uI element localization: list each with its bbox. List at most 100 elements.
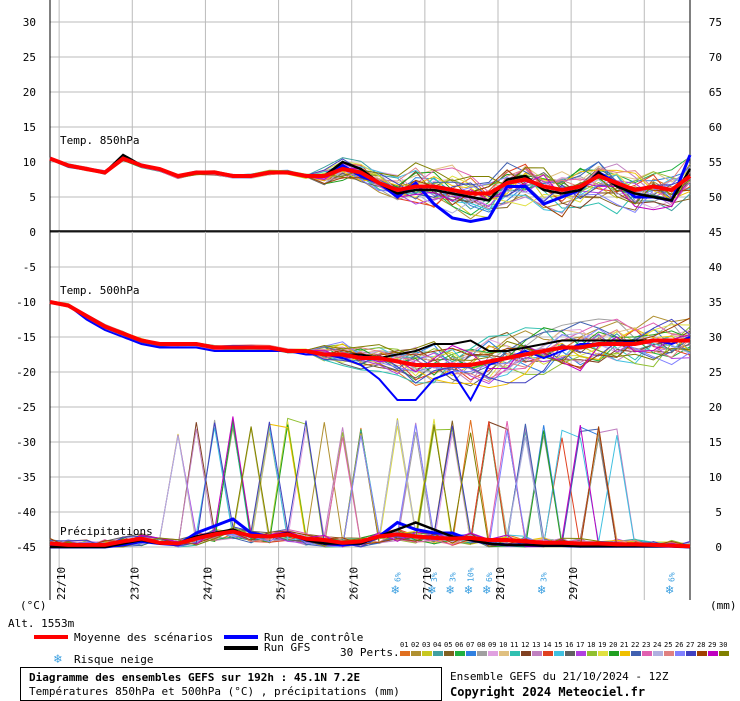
perturbation-number: 20: [609, 641, 617, 649]
left-tick-label: -45: [16, 541, 36, 554]
perturbation-number: 13: [532, 641, 540, 649]
perturbation-number: 17: [576, 641, 584, 649]
perturbation-number: 29: [708, 641, 716, 649]
perturbation-lines: [49, 154, 691, 548]
perturbation-number: 19: [598, 641, 606, 649]
perturbation-swatch: [466, 651, 476, 656]
left-tick-label: -40: [16, 506, 36, 519]
axis-ticks: 302520151050-5-10-15-20-25-30-35-40-4575…: [16, 16, 722, 554]
perturbation-number: 12: [521, 641, 529, 649]
left-tick-label: 5: [29, 191, 36, 204]
perturbation-swatch: [554, 651, 564, 656]
perturbation-number: 08: [477, 641, 485, 649]
perturbation-swatch: [631, 651, 641, 656]
right-tick-label: 65: [709, 86, 722, 99]
snowflake-icon: ❄: [665, 583, 674, 598]
perturbation-number: 28: [697, 641, 705, 649]
perturbation-legend: 01 02 03 04 05 06 07 08 09 10 11 12 13 14 15 16 17 18 19 20…: [400, 641, 729, 656]
footer-title: Diagramme des ensembles GEFS sur 192h : …: [29, 671, 361, 684]
left-unit: (°C): [20, 599, 47, 612]
left-tick-label: 15: [23, 121, 36, 134]
right-tick-label: 40: [709, 261, 722, 274]
snow-risk-pct: 3%: [540, 572, 549, 582]
perturbation-number: 22: [631, 641, 639, 649]
date-label: 28/10: [494, 567, 507, 600]
perturbation-swatch: [697, 651, 707, 656]
left-tick-label: -35: [16, 471, 36, 484]
left-tick-label: -5: [23, 261, 36, 274]
perturbation-swatch: [565, 651, 575, 656]
perturbation-swatch: [642, 651, 652, 656]
perturbation-swatch: [598, 651, 608, 656]
perturbation-swatch: [587, 651, 597, 656]
legend-snow-label: Risque neige: [74, 653, 153, 666]
perturbation-swatch: [609, 651, 619, 656]
right-tick-label: 15: [709, 436, 722, 449]
perturbation-number: 21: [620, 641, 628, 649]
snow-risk-pct: 10%: [467, 567, 476, 582]
date-label: 22/10: [55, 567, 68, 600]
perturbation-number: 09: [488, 641, 496, 649]
right-tick-label: 35: [709, 296, 722, 309]
perturbation-number: 25: [664, 641, 672, 649]
perturbation-swatch: [532, 651, 542, 656]
right-tick-label: 25: [709, 366, 722, 379]
perturbation-swatch: [477, 651, 487, 656]
date-label: 27/10: [421, 567, 434, 600]
perturbation-number: 04: [433, 641, 441, 649]
right-tick-label: 75: [709, 16, 722, 29]
snow-risk-pct: 6%: [668, 572, 677, 582]
right-tick-label: 45: [709, 226, 722, 239]
snow-risk-markers: 6%❄3%❄3%❄10%❄6%❄3%❄6%❄: [390, 567, 676, 598]
right-tick-label: 50: [709, 191, 722, 204]
perturbation-swatch: [455, 651, 465, 656]
perturbation-number: 10: [499, 641, 507, 649]
perturbation-number: 24: [653, 641, 661, 649]
right-tick-label: 5: [715, 506, 722, 519]
left-tick-label: -20: [16, 366, 36, 379]
date-label: 25/10: [275, 567, 288, 600]
legend-gfs-label: Run GFS: [264, 641, 310, 654]
perturbation-swatch: [620, 651, 630, 656]
left-tick-label: -10: [16, 296, 36, 309]
perturbation-number: 27: [686, 641, 694, 649]
legend-perts-label: 30 Perts.: [340, 646, 400, 659]
label-t500: Temp. 500hPa: [60, 284, 139, 297]
perturbation-swatch: [488, 651, 498, 656]
date-label: 26/10: [348, 567, 361, 600]
snow-risk-pct: 6%: [485, 572, 494, 582]
perturbation-number: 16: [565, 641, 573, 649]
right-tick-label: 0: [715, 541, 722, 554]
perturbation-swatch: [664, 651, 674, 656]
snowflake-icon: ❄: [464, 583, 473, 598]
perturbation-number: 23: [642, 641, 650, 649]
perturbation-number: 07: [466, 641, 474, 649]
perturbation-swatch: [708, 651, 718, 656]
perturbation-number: 02: [411, 641, 419, 649]
perturbation-number: 11: [510, 641, 518, 649]
precip-mean-line: [49, 529, 691, 549]
right-unit: (mm): [710, 599, 737, 612]
perturbation-number: 15: [554, 641, 562, 649]
perturbation-number: 30: [719, 641, 727, 649]
perturbation-swatch: [433, 651, 443, 656]
perturbation-number: 06: [455, 641, 463, 649]
perturbation-number: 01: [400, 641, 408, 649]
perturbation-swatch: [719, 651, 729, 656]
perturbation-swatch: [576, 651, 586, 656]
perturbation-swatch: [499, 651, 509, 656]
right-tick-label: 20: [709, 401, 722, 414]
t500-mean-line: [49, 300, 690, 367]
date-axis: 22/10 23/10 24/10 25/10 26/10 27/10 28/10 29/10: [55, 567, 580, 600]
snow-risk-pct: 3%: [448, 572, 457, 582]
footer-box: Diagramme des ensembles GEFS sur 192h : …: [20, 667, 442, 701]
perturbation-swatch: [411, 651, 421, 656]
perturbation-number: 03: [422, 641, 430, 649]
perturbation-swatch: [422, 651, 432, 656]
label-t850: Temp. 850hPa: [60, 134, 139, 147]
left-tick-label: 25: [23, 51, 36, 64]
left-tick-label: -25: [16, 401, 36, 414]
left-tick-label: 30: [23, 16, 36, 29]
perturbation-swatch: [686, 651, 696, 656]
